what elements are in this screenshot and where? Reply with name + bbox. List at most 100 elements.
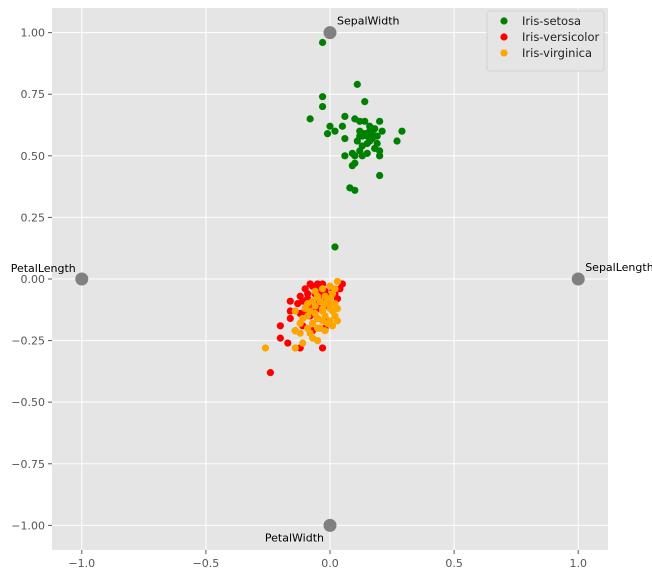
legend-label: Iris-versicolor — [522, 30, 600, 44]
legend-label: Iris-virginica — [522, 46, 592, 60]
data-point — [318, 38, 327, 47]
data-point — [376, 117, 384, 125]
anchor-point — [323, 518, 337, 532]
legend-box — [486, 10, 605, 72]
y-tick-label: 0.25 — [21, 211, 46, 224]
data-point — [296, 292, 304, 300]
data-point — [306, 280, 314, 288]
data-point — [358, 152, 366, 160]
data-point — [361, 117, 369, 125]
data-point — [333, 304, 342, 313]
data-point — [313, 280, 322, 288]
legend-label: Iris-setosa — [522, 14, 581, 28]
data-point — [301, 285, 309, 293]
data-point — [323, 130, 332, 138]
data-point — [348, 162, 356, 170]
data-point — [318, 285, 327, 293]
scatter-points — [261, 38, 406, 377]
data-point — [361, 98, 369, 106]
data-point — [366, 122, 374, 130]
data-point — [284, 339, 292, 347]
data-point — [311, 287, 319, 295]
data-point — [296, 319, 304, 327]
y-tick-label: −0.50 — [11, 396, 45, 409]
series-iris-setosa — [306, 38, 406, 251]
data-point — [261, 344, 270, 352]
data-point — [318, 307, 327, 315]
anchor-point — [75, 272, 89, 286]
series-iris-virginica — [261, 277, 342, 352]
x-tick-label: −0.5 — [193, 557, 220, 570]
data-point — [341, 134, 349, 143]
y-tick-label: −0.25 — [11, 335, 45, 348]
y-tick-label: −0.75 — [11, 458, 45, 471]
data-point — [318, 344, 327, 352]
data-point — [341, 112, 349, 120]
data-point — [376, 171, 384, 180]
data-point — [309, 319, 317, 327]
data-point — [333, 277, 342, 286]
data-point — [368, 134, 376, 143]
data-point — [291, 344, 299, 352]
data-point — [341, 152, 349, 160]
data-point — [361, 130, 369, 138]
anchor-label: PetalWidth — [265, 531, 324, 544]
data-point — [286, 307, 294, 315]
data-point — [304, 300, 312, 308]
data-point — [351, 186, 359, 194]
data-point — [299, 339, 307, 347]
data-point — [291, 307, 299, 315]
data-point — [331, 127, 339, 135]
data-point — [353, 80, 361, 88]
y-tick-labels: 1.00 0.75 0.50 0.25 0.00 −0.25 −0.50 −0.75 −1.00 — [11, 27, 52, 532]
data-point — [306, 307, 314, 315]
data-point — [323, 319, 332, 327]
anchor-label: SepalLength — [585, 261, 652, 274]
x-tick-labels: −1.0 −0.5 0.0 0.5 1.0 — [68, 550, 587, 570]
data-point — [328, 290, 337, 298]
x-tick-label: 1.0 — [569, 557, 587, 570]
data-point — [266, 369, 275, 377]
data-point — [378, 127, 386, 135]
data-point — [313, 314, 322, 323]
data-point — [376, 147, 384, 155]
data-point — [393, 137, 401, 145]
data-point — [294, 300, 302, 308]
y-tick-label: −1.00 — [11, 519, 45, 532]
data-point — [318, 102, 327, 111]
data-point — [318, 93, 327, 101]
data-point — [376, 152, 384, 160]
anchor-label: PetalLength — [11, 262, 76, 275]
anchor-point — [571, 272, 585, 286]
legend-marker — [500, 33, 508, 41]
anchor-point — [323, 26, 337, 40]
legend-marker — [500, 17, 508, 25]
y-tick-label: 0.00 — [21, 273, 46, 286]
data-point — [291, 327, 299, 335]
y-tick-label: 1.00 — [21, 27, 46, 40]
data-point — [326, 282, 334, 290]
x-tick-label: 0.5 — [445, 557, 463, 570]
data-point — [326, 122, 334, 130]
data-point — [316, 324, 324, 332]
y-tick-label: 0.50 — [21, 150, 46, 163]
anchor-points: SepalWidth PetalLength SepalLength PetalWid… — [11, 15, 652, 545]
data-point — [276, 322, 284, 330]
data-point — [286, 297, 294, 305]
data-point — [276, 334, 284, 342]
y-tick-label: 0.75 — [21, 88, 46, 101]
data-point — [309, 334, 317, 342]
data-point — [348, 149, 356, 157]
data-point — [318, 280, 327, 288]
legend: Iris-setosa Iris-versicolor Iris-virginica — [486, 10, 605, 72]
data-point — [356, 117, 364, 125]
data-point — [331, 243, 339, 251]
data-point — [398, 127, 406, 135]
data-point — [321, 300, 329, 308]
x-tick-label: −1.0 — [68, 557, 95, 570]
anchor-label: SepalWidth — [337, 15, 400, 28]
legend-marker — [500, 49, 508, 57]
data-point — [306, 115, 314, 123]
data-point — [326, 300, 334, 308]
